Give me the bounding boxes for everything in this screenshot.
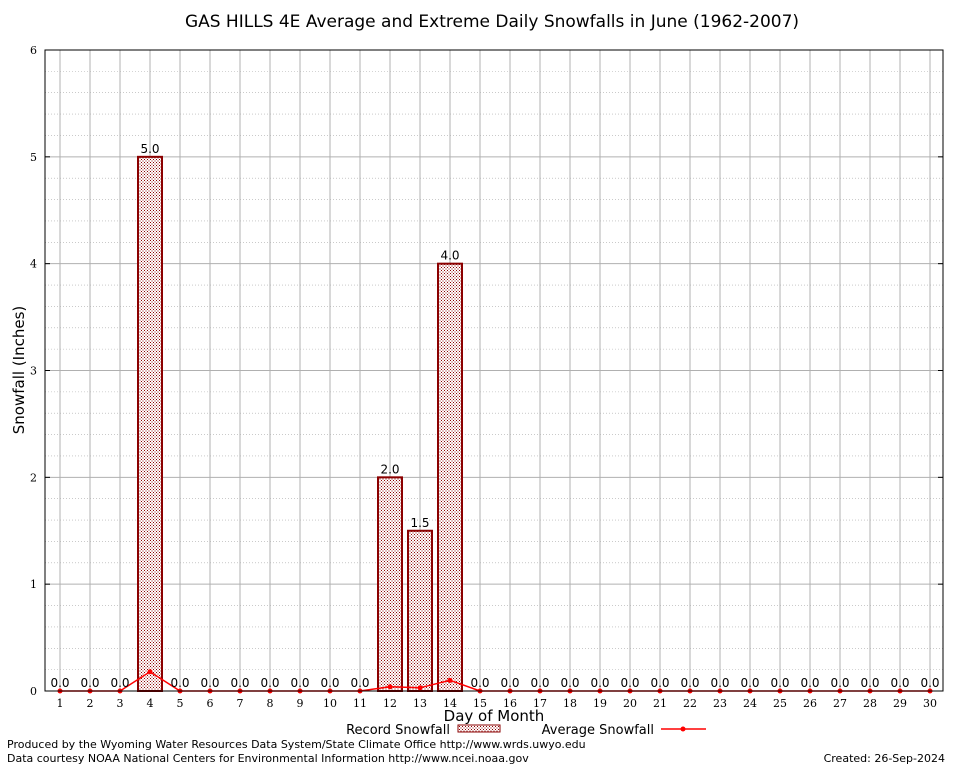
x-tick-label: 6 [207,697,214,710]
data-label: 0.0 [890,676,909,690]
data-label: 0.0 [680,676,699,690]
legend-record-swatch [457,724,501,733]
data-label: 0.0 [590,676,609,690]
data-label: 2.0 [380,462,399,476]
data-label: 0.0 [320,676,339,690]
x-tick-label: 27 [833,697,847,710]
x-tick-label: 22 [683,697,697,710]
data-label: 0.0 [200,676,219,690]
data-label: 0.0 [650,676,669,690]
data-labels: 0.0 0.0 0.0 5.0 0.0 0.0 0.0 0.0 0.0 0.0 0.0 2.0 1.5 4… [50,142,939,690]
data-label: 0.0 [830,676,849,690]
data-label: 0.0 [770,676,789,690]
y-tick-label: 3 [30,365,37,378]
legend: Record Snowfall Average Snowfall [346,723,706,738]
data-label: 0.0 [920,676,939,690]
x-tick-label: 29 [893,697,907,710]
x-tick-label: 7 [237,697,244,710]
x-tick-label: 21 [653,697,667,710]
x-tick-label: 11 [353,697,367,710]
data-label: 0.0 [530,676,549,690]
footer-data-courtesy: Data courtesy NOAA National Centers for … [7,752,529,765]
average-point [417,685,423,691]
data-label: 0.0 [80,676,99,690]
data-label: 0.0 [350,676,369,690]
x-tick-label: 15 [473,697,487,710]
x-tick-label: 12 [383,697,397,710]
x-tick-label: 20 [623,697,637,710]
record-bar [437,262,463,692]
data-label: 0.0 [620,676,639,690]
average-point [447,677,453,683]
x-tick-label: 30 [923,697,937,710]
data-label: 0.0 [290,676,309,690]
data-label: 5.0 [140,142,159,156]
x-tick-label: 28 [863,697,877,710]
data-label: 0.0 [500,676,519,690]
record-bars [137,155,463,693]
average-point [147,669,153,675]
footer-produced: Produced by the Wyoming Water Resources … [7,738,586,751]
x-tick-label: 13 [413,697,427,710]
data-label: 0.0 [470,676,489,690]
grid-lines [45,49,943,692]
x-tick-label: 9 [297,697,304,710]
footer-created: Created: 26-Sep-2024 [824,752,945,765]
x-tick-label: 19 [593,697,607,710]
data-label: 4.0 [440,249,459,263]
record-bar [407,529,433,692]
data-label: 0.0 [800,676,819,690]
x-axis-ticks: 1 2 3 4 5 6 7 8 9 10 11 12 13 14 15 16 17 18 19 20 21 22 23 24 2… [57,697,938,710]
data-label: 0.0 [50,676,69,690]
legend-average-label: Average Snowfall [542,723,654,738]
record-bar [377,476,403,693]
y-tick-label: 1 [30,578,37,591]
data-label: 0.0 [710,676,729,690]
data-label: 0.0 [260,676,279,690]
x-tick-label: 3 [117,697,124,710]
x-tick-label: 8 [267,697,274,710]
x-tick-label: 25 [773,697,787,710]
legend-average-marker [680,726,686,732]
data-label: 0.0 [170,676,189,690]
y-tick-label: 2 [30,471,37,484]
x-tick-label: 14 [443,697,457,710]
y-tick-label: 6 [30,44,37,57]
x-tick-label: 5 [177,697,184,710]
data-label: 0.0 [110,676,129,690]
x-tick-label: 2 [87,697,94,710]
y-tick-label: 0 [30,685,37,698]
data-label: 1.5 [410,516,429,530]
x-tick-label: 26 [803,697,817,710]
x-tick-label: 1 [57,697,64,710]
x-tick-label: 16 [503,697,517,710]
record-bar [137,155,163,693]
x-tick-label: 24 [743,697,757,710]
y-tick-label: 5 [30,151,37,164]
data-label: 0.0 [560,676,579,690]
data-label: 0.0 [740,676,759,690]
x-tick-label: 18 [563,697,577,710]
x-tick-label: 17 [533,697,547,710]
x-tick-label: 10 [323,697,337,710]
y-tick-label: 4 [30,258,37,271]
y-axis-label: Snowfall (Inches) [10,306,28,434]
data-label: 0.0 [230,676,249,690]
legend-record-label: Record Snowfall [346,723,450,738]
x-tick-label: 4 [147,697,154,710]
plot-frame [44,49,944,692]
average-point [387,684,393,690]
chart-title: GAS HILLS 4E Average and Extreme Daily S… [185,12,799,32]
x-axis-label: Day of Month [444,707,545,725]
x-tick-label: 23 [713,697,727,710]
data-label: 0.0 [860,676,879,690]
